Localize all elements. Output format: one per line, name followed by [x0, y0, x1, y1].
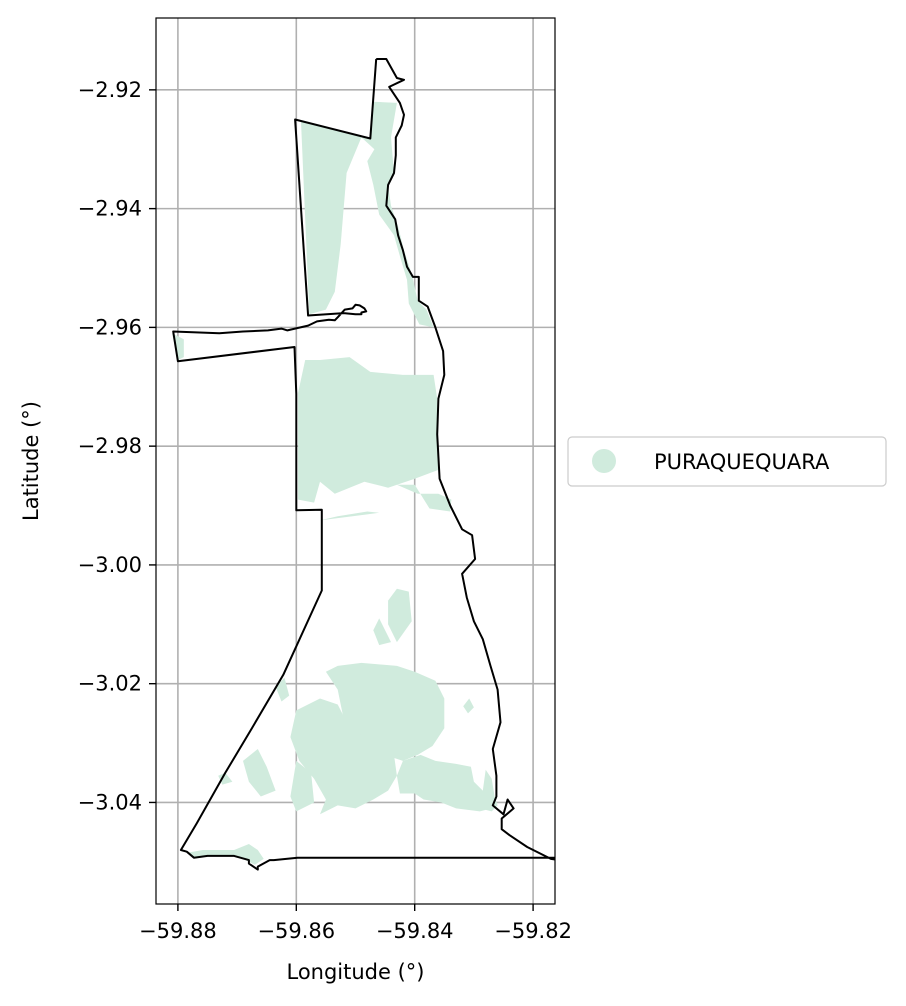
vegetation-patch-11: [186, 844, 264, 865]
legend-marker: [592, 449, 616, 473]
vegetation-patch-0: [301, 101, 434, 328]
y-tick-label-5: −3.02: [78, 672, 142, 696]
y-axis-title: Latitude (°): [19, 401, 43, 521]
vegetation-patch-15: [218, 772, 233, 785]
axes-frame: [155, 17, 556, 905]
puraquequara-fill: [172, 101, 498, 865]
y-tick-label-3: −2.98: [78, 434, 142, 458]
vegetation-patch-13: [463, 698, 474, 714]
axis-ticks: −59.88 −59.86 −59.84 −59.82 −2.92 −2.94 −2.96 −…: [78, 78, 572, 943]
vegetation-patch-9: [243, 749, 276, 797]
vegetation-patch-1: [298, 357, 439, 503]
boundary-outline: [172, 58, 555, 871]
y-tick-label-6: −3.04: [78, 790, 142, 814]
legend-frame: [567, 436, 887, 487]
vegetation-patch-10: [290, 760, 315, 812]
y-tick-label-4: −3.00: [78, 553, 142, 577]
y-tick-label-1: −2.94: [78, 197, 142, 221]
legend-label: PURAQUEQUARA: [654, 450, 830, 474]
vegetation-patch-6: [290, 698, 397, 815]
x-tick-label-1: −59.86: [257, 919, 335, 943]
district-boundary: [172, 58, 555, 871]
vegetation-patch-12: [479, 769, 498, 812]
y-tick-label-2: −2.96: [78, 315, 142, 339]
legend: PURAQUEQUARA: [567, 436, 887, 487]
vegetation-patch-7: [388, 588, 412, 643]
vegetation-patch-2: [396, 484, 452, 512]
x-tick-label-2: −59.84: [376, 919, 454, 943]
x-axis-title: Longitude (°): [286, 960, 424, 984]
x-tick-label-0: −59.88: [139, 919, 217, 943]
vegetation-patch-5: [325, 662, 492, 812]
y-tick-label-0: −2.92: [78, 78, 142, 102]
x-tick-label-3: −59.82: [494, 919, 572, 943]
vegetation-patch-3: [320, 511, 380, 521]
vegetation-patch-8: [373, 618, 391, 646]
